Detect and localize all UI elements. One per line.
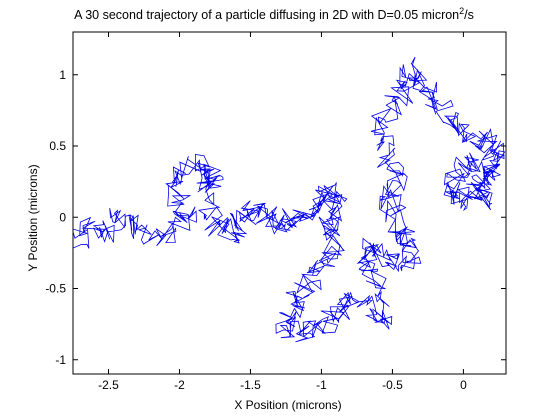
chart-title-main: A 30 second trajectory of a particle dif… <box>74 8 459 22</box>
y-axis-label: Y Position (microns) <box>26 164 40 271</box>
x-tick-label: -0.5 <box>382 378 403 392</box>
x-axis-label: X Position (microns) <box>234 398 341 412</box>
plot-area: -2.5 -2 -1.5 -1 -0.5 0 -1 -0.5 0 0.5 1 <box>45 31 507 392</box>
x-tick-label: -1 <box>316 378 327 392</box>
axes-box <box>72 31 507 375</box>
x-tick-label: 0 <box>460 378 467 392</box>
x-tick-label: -2 <box>174 378 185 392</box>
x-tick-label: -1.5 <box>240 378 261 392</box>
y-tick-label: -0.5 <box>45 282 66 296</box>
y-tick-label: 1 <box>59 68 66 82</box>
y-tick-label: 0.5 <box>49 139 66 153</box>
x-tick-label: -2.5 <box>98 378 119 392</box>
trajectory-line <box>73 56 506 343</box>
y-tick-label: 0 <box>59 210 66 224</box>
chart-title: A 30 second trajectory of a particle dif… <box>74 6 474 22</box>
chart-title-suffix: /s <box>464 8 474 22</box>
y-tick-label: -1 <box>55 353 66 367</box>
chart-title-superscript: 2 <box>459 6 464 16</box>
